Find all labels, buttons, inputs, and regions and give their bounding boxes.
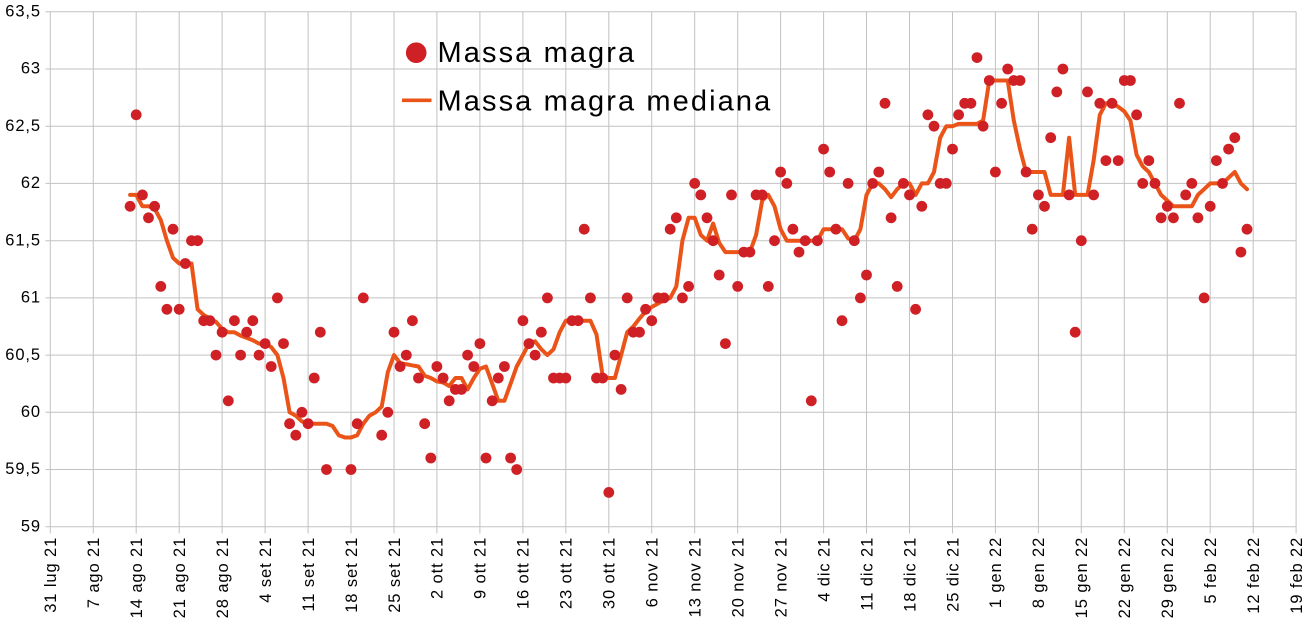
svg-text:63,5: 63,5 <box>5 3 41 21</box>
svg-text:21 ago 21: 21 ago 21 <box>171 537 189 619</box>
svg-text:62: 62 <box>21 174 41 192</box>
svg-text:4 dic 21: 4 dic 21 <box>815 537 833 602</box>
svg-text:59,5: 59,5 <box>5 460 41 478</box>
svg-text:60: 60 <box>21 403 41 421</box>
svg-text:22 gen 22: 22 gen 22 <box>1116 537 1134 619</box>
svg-text:14 ago 21: 14 ago 21 <box>128 537 146 619</box>
svg-text:61,5: 61,5 <box>5 231 41 249</box>
svg-text:20 nov 21: 20 nov 21 <box>730 537 748 618</box>
svg-text:28 ago 21: 28 ago 21 <box>214 537 232 619</box>
svg-text:8 gen 22: 8 gen 22 <box>1030 537 1048 608</box>
svg-text:27 nov 21: 27 nov 21 <box>772 537 790 618</box>
svg-text:2 ott 21: 2 ott 21 <box>429 537 447 599</box>
svg-text:23 ott 21: 23 ott 21 <box>558 537 576 609</box>
svg-text:61: 61 <box>21 289 41 307</box>
svg-text:18 set 21: 18 set 21 <box>343 537 361 613</box>
svg-text:63: 63 <box>21 60 41 78</box>
svg-text:25 set 21: 25 set 21 <box>386 537 404 613</box>
svg-text:25 dic 21: 25 dic 21 <box>944 537 962 612</box>
svg-text:1 gen 22: 1 gen 22 <box>987 537 1005 608</box>
svg-text:5 feb 22: 5 feb 22 <box>1202 537 1220 604</box>
svg-text:16 ott 21: 16 ott 21 <box>515 537 533 609</box>
svg-text:11 set 21: 11 set 21 <box>300 537 318 612</box>
svg-text:Massa magra mediana: Massa magra mediana <box>438 86 773 118</box>
svg-text:9 ott 21: 9 ott 21 <box>472 537 490 599</box>
svg-text:62,5: 62,5 <box>5 117 41 135</box>
svg-text:30 ott 21: 30 ott 21 <box>601 537 619 609</box>
svg-text:60,5: 60,5 <box>5 346 41 364</box>
svg-text:6 nov 21: 6 nov 21 <box>644 537 662 608</box>
svg-text:11 dic 21: 11 dic 21 <box>858 537 876 611</box>
svg-text:19 feb 22: 19 feb 22 <box>1288 537 1306 614</box>
svg-text:29 gen 22: 29 gen 22 <box>1159 537 1177 619</box>
svg-text:4 set 21: 4 set 21 <box>257 537 275 603</box>
svg-text:13 nov 21: 13 nov 21 <box>687 537 705 618</box>
svg-text:15 gen 22: 15 gen 22 <box>1073 537 1091 619</box>
svg-text:Massa magra: Massa magra <box>438 37 637 69</box>
svg-text:18 dic 21: 18 dic 21 <box>901 537 919 612</box>
svg-text:31 lug 21: 31 lug 21 <box>42 537 60 613</box>
svg-text:12 feb 22: 12 feb 22 <box>1245 537 1263 614</box>
svg-text:59: 59 <box>21 517 41 535</box>
svg-text:7 ago 21: 7 ago 21 <box>85 537 103 608</box>
